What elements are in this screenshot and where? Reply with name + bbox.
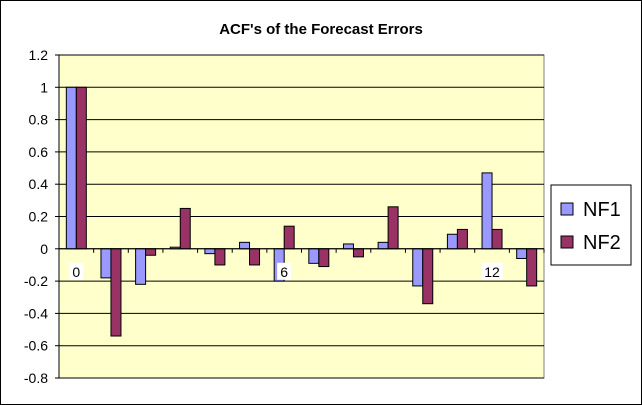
bar-nf1 (135, 248, 147, 285)
plot-area: -0.8 -0.6 -0.4 -0.2 0 0.2 0.4 0.6 0.8 1 1.2 0 6 12 (24, 47, 545, 386)
y-tick-label: -0.2 (24, 273, 48, 289)
bar-nf1 (65, 86, 77, 250)
legend: NF1 NF2 (550, 184, 632, 266)
bar-nf1 (239, 241, 251, 250)
y-tick-label: -0.8 (24, 370, 48, 386)
bar-nf1 (481, 172, 493, 250)
chart-title: ACF's of the Forecast Errors (219, 21, 423, 38)
bar-nf1 (100, 248, 112, 279)
x-tick-label-bg (69, 262, 84, 280)
bar-nf2 (179, 207, 191, 250)
y-tick-label: 0.6 (29, 144, 49, 160)
bar-nf1 (204, 248, 216, 255)
bar-nf2 (283, 225, 295, 250)
bar-nf2 (214, 248, 226, 266)
x-tick-label: 6 (280, 264, 288, 280)
y-tick-label: -0.4 (24, 305, 48, 321)
y-tick-label: 0 (40, 241, 48, 257)
bar-nf2 (249, 248, 261, 266)
bar-nf2 (145, 248, 157, 256)
x-tick-label: 12 (484, 264, 500, 280)
y-tick-label: 1 (40, 79, 48, 95)
bar-nf1 (446, 233, 458, 250)
y-tick-label: 0.8 (29, 112, 49, 128)
legend-box (550, 184, 632, 266)
bar-nf2 (491, 228, 503, 250)
legend-swatch-nf1 (560, 202, 574, 216)
bar-nf2 (110, 248, 122, 337)
bar-nf2 (387, 206, 399, 250)
legend-label-nf1: NF1 (583, 199, 621, 221)
bar-nf2 (422, 248, 434, 305)
y-tick-label: 0.2 (29, 209, 49, 225)
legend-label-nf2: NF2 (583, 232, 621, 254)
bar-nf2 (456, 228, 468, 250)
legend-swatch-nf2 (560, 235, 574, 249)
bar-nf1 (516, 248, 528, 259)
x-tick-label-bg (277, 262, 292, 280)
y-tick-label: 0.4 (29, 176, 49, 192)
bar-nf2 (75, 86, 87, 250)
y-tick-label: -0.6 (24, 338, 48, 354)
bar-nf1 (412, 248, 424, 287)
bar-nf1 (377, 241, 389, 250)
bar-nf2 (526, 248, 538, 287)
bar-nf1 (308, 248, 320, 264)
x-tick-label-bg (481, 262, 504, 280)
x-tick-label: 0 (72, 264, 80, 280)
bar-nf2 (318, 248, 330, 268)
y-tick-label: 1.2 (29, 47, 49, 63)
bar-nf2 (352, 248, 364, 258)
bar-nf1 (342, 243, 354, 250)
